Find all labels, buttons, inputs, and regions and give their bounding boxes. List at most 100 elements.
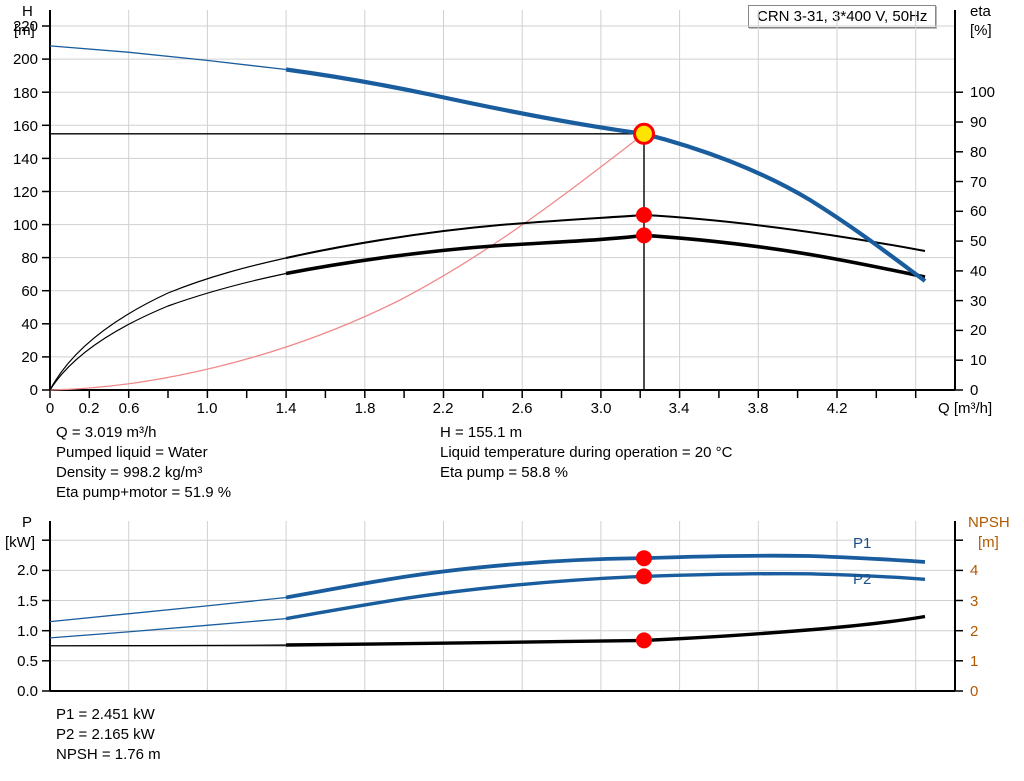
upper-left-axis-title-line2: [m] [14,22,35,39]
q-tick-label: 0.2 [78,400,100,417]
upper-gridlines [50,10,955,391]
duty-point-p1 [636,550,652,567]
info-line: Pumped liquid = Water [56,444,208,461]
q-tick-label: 2.2 [432,400,454,417]
p-tick-label: 1.0 [17,623,38,640]
duty-point-eta-pump [636,207,652,223]
h-tick-label: 180 [12,85,38,102]
h-tick-label: 80 [21,250,38,267]
npsh-curve-thin [49,644,287,647]
lower-chart-svg [42,521,963,692]
duty-point-eta-pump-motor [636,227,652,244]
eta-tick-label: 100 [970,84,996,101]
npsh-tick-label: 4 [970,562,979,579]
h-tick-label: 20 [21,349,38,366]
system-curve [49,133,645,391]
upper-x-axis-title: Q [m³/h] [938,400,993,417]
p1-curve-thin [49,596,287,623]
info-line: P2 = 2.165 kW [56,726,155,743]
eta-tick-label: 10 [970,352,987,369]
upper-right-axis-title-line2: [%] [970,22,992,39]
info-block-power: P1 = 2.451 kW P2 = 2.165 kW NPSH = 1.76 … [56,705,161,765]
eta-tick-label: 30 [970,293,987,310]
q-tick-label: 0 [45,400,55,417]
info-line: Liquid temperature during operation = 20… [440,444,733,461]
info-line: Density = 998.2 kg/m³ [56,464,203,481]
lower-right-ticks [955,539,963,692]
h-tick-label: 40 [21,316,38,333]
h-tick-label: 0 [29,382,38,399]
chart-title-box: CRN 3-31, 3*400 V, 50Hz [748,5,937,28]
q-tick-label: 4.2 [826,400,848,417]
eta-tick-label: 50 [970,233,987,250]
npsh-tick-label: 2 [970,623,979,640]
head-curve-thin [49,45,287,71]
upper-right-ticks [955,91,963,391]
eta-tick-label: 80 [970,144,987,161]
upper-left-axis-title-line1: H [22,3,33,20]
lower-left-ticks [42,539,50,692]
info-block-operating-left: Q = 3.019 m³/h Pumped liquid = Water Den… [56,423,231,503]
upper-axes [49,10,956,391]
curve-label-p2: P2 [853,571,872,588]
info-line: Eta pump = 58.8 % [440,464,568,481]
npsh-tick-label: 1 [970,653,979,670]
upper-chart-svg [42,10,963,398]
eta-tick-label: 60 [970,203,987,220]
h-tick-label: 140 [12,151,38,168]
q-tick-label: 2.6 [511,400,533,417]
info-line: NPSH = 1.76 m [56,746,161,763]
info-line: Eta pump+motor = 51.9 % [56,484,232,501]
eta-pump-curve-thin [49,257,287,391]
eta-tick-label: 70 [970,174,987,191]
h-tick-label: 200 [12,51,38,68]
eta-tick-label: 20 [970,322,987,339]
info-line: H = 155.1 m [440,424,523,441]
p-tick-label: 0.5 [17,653,38,670]
eta-tick-label: 0 [970,382,979,399]
eta-pump-curve [285,213,926,259]
head-efficiency-chart: H [m] eta [%] Q [m³/h] 0 20 40 60 80 100… [12,3,996,417]
p2-curve-thin [49,617,287,639]
q-tick-label: 1.4 [275,400,297,417]
upper-x-ticks [49,390,917,398]
p1-curve [285,553,926,600]
h-tick-label: 160 [12,118,38,135]
lower-right-axis-title-line1: NPSH [968,514,1010,531]
q-tick-label: 1.0 [196,400,218,417]
eta-pump-motor-curve [285,233,926,279]
q-tick-label: 1.8 [354,400,376,417]
eta-tick-label: 90 [970,114,987,131]
duty-point-head [633,122,655,145]
lower-right-axis-title-line2: [m] [978,534,999,551]
curve-label-p1: P1 [853,535,872,552]
info-line: Q = 3.019 m³/h [56,424,157,441]
eta-tick-label: 40 [970,263,987,280]
upper-left-ticks [42,25,50,391]
p2-curve [285,571,926,621]
lower-left-axis-title-line2: [kW] [5,534,35,551]
duty-point-p2 [636,568,652,585]
lower-axes [49,521,956,692]
npsh-tick-label: 3 [970,593,979,610]
info-line: P1 = 2.451 kW [56,706,155,723]
q-tick-label: 0.6 [118,400,140,417]
q-tick-label: 3.4 [668,400,690,417]
p-tick-label: 1.5 [17,593,38,610]
npsh-tick-label: 0 [970,683,979,700]
h-tick-label: 100 [12,217,38,234]
q-tick-label: 3.8 [747,400,769,417]
h-tick-label: 60 [21,283,38,300]
h-tick-label: 220 [12,18,38,35]
upper-right-axis-title-line1: eta [970,3,991,20]
duty-point-npsh [636,632,652,649]
p-tick-label: 0.0 [17,683,38,700]
q-tick-label: 3.0 [590,400,612,417]
head-curve [285,67,927,283]
eta-pump-motor-curve-thin [49,272,287,391]
power-npsh-chart: P [kW] NPSH [m] 0.0 0.5 1.0 1.5 2.0 0 1 … [0,513,1024,703]
info-block-operating-right: H = 155.1 m Liquid temperature during op… [440,423,732,483]
h-tick-label: 120 [12,184,38,201]
p-tick-label: 2.0 [17,562,38,579]
